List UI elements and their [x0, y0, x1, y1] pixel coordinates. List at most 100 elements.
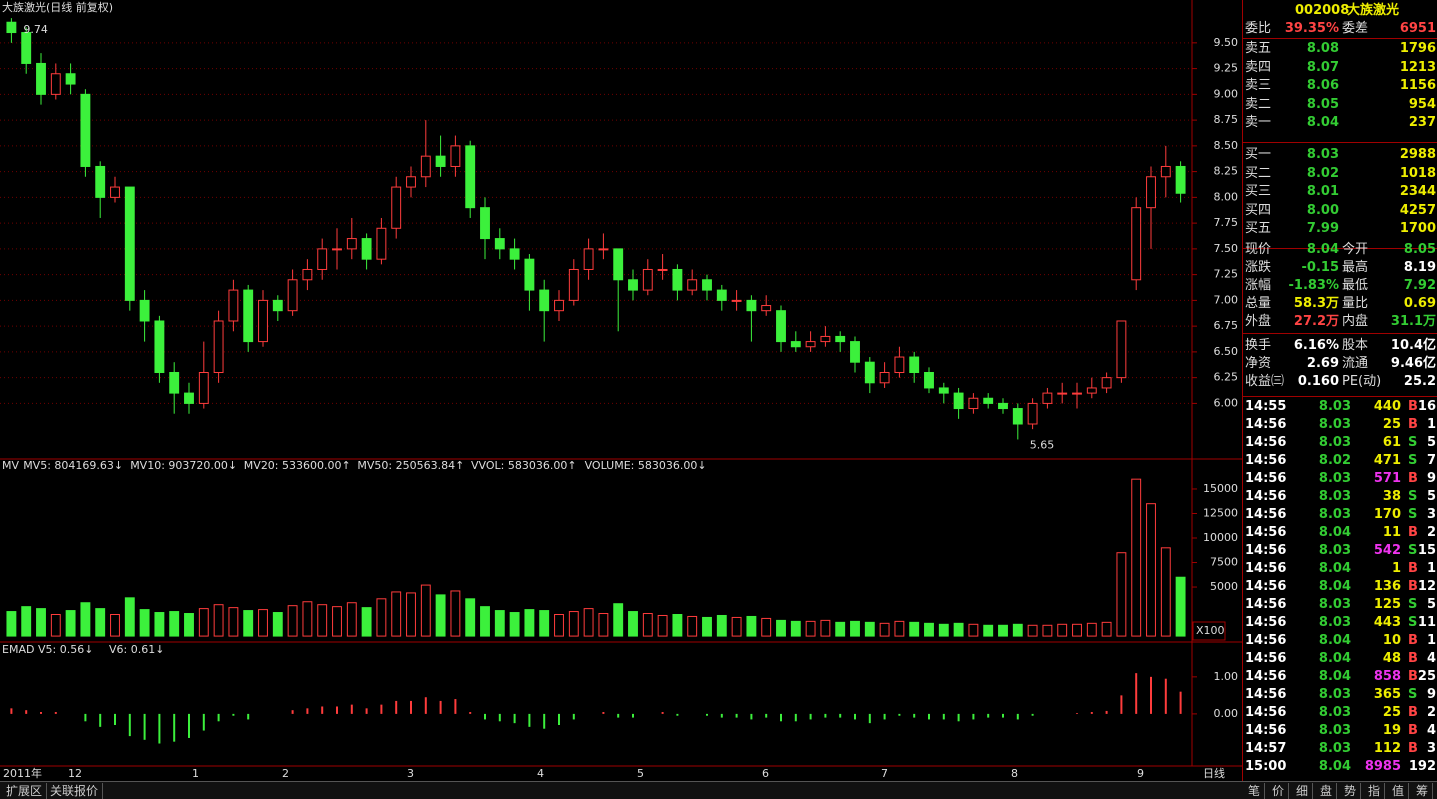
volume-bar — [184, 613, 194, 637]
period-label: 日线 — [1203, 766, 1225, 780]
candle-body — [450, 145, 461, 167]
quote-cell: 1700 — [1399, 221, 1436, 236]
y-tick-label: 8.50 — [1214, 139, 1239, 152]
candle-body — [154, 320, 165, 373]
quote-cell: 1796 — [1399, 41, 1436, 56]
y-tick-label: 9.50 — [1214, 36, 1239, 49]
unit-box — [1192, 621, 1226, 641]
volume-bar — [302, 601, 313, 637]
tab[interactable]: 价 — [1268, 783, 1290, 799]
candle-body — [80, 93, 91, 167]
y-tick-label: 9.00 — [1214, 87, 1239, 100]
volume-unit: X100 — [1196, 624, 1225, 637]
quote-cell: 8.04 — [1318, 525, 1351, 540]
quote-cell: 14:56 — [1245, 615, 1287, 630]
legend-entry: V5: 0.56↓ — [38, 643, 93, 656]
quote-cell: 6.16% — [1293, 338, 1339, 353]
y-tick-label: 5000 — [1210, 580, 1238, 593]
quote-cell: 1 — [1426, 633, 1436, 648]
volume-bar — [746, 615, 757, 637]
quote-cell: 25 — [1382, 417, 1401, 432]
legend-entry: VVOL: 583036.00↑ — [471, 459, 577, 472]
quote-cell: 365 — [1373, 687, 1401, 702]
quote-cell: 股本 — [1342, 338, 1369, 353]
volume-bar — [938, 623, 949, 637]
tab[interactable]: 值 — [1388, 783, 1410, 799]
tab[interactable]: 筹 — [1412, 783, 1434, 799]
quote-cell: 8.04 — [1318, 759, 1351, 774]
candle-body — [554, 299, 564, 312]
candle-body — [628, 279, 638, 291]
y-tick-label: 6.50 — [1214, 345, 1239, 358]
tab[interactable]: 关联报价 — [46, 783, 104, 799]
volume-bar — [628, 611, 638, 637]
candle-body — [1057, 392, 1068, 395]
volume-bar — [1101, 621, 1112, 637]
quote-cell: 002008 — [1295, 3, 1350, 18]
quote-cell: 858 — [1373, 669, 1401, 684]
candle-body — [346, 238, 357, 250]
volume-bar — [124, 597, 135, 637]
candle-body — [657, 268, 668, 271]
low-marker: 5.65 — [1030, 438, 1055, 451]
quote-cell: 委差 — [1342, 21, 1369, 36]
quote-cell: 8.03 — [1318, 417, 1351, 432]
quote-cell: 14:56 — [1245, 687, 1287, 702]
volume-bar — [835, 621, 846, 637]
y-tick-label: 15000 — [1203, 482, 1238, 495]
quote-cell: 440 — [1373, 399, 1401, 414]
volume-bar — [1042, 624, 1053, 637]
quote-cell: S — [1408, 543, 1418, 558]
candle-body — [524, 258, 535, 291]
volume-bar — [346, 602, 357, 637]
quote-cell: 8.03 — [1318, 615, 1351, 630]
legend-entry: MV5: 804169.63↓ — [23, 459, 123, 472]
candle-body — [258, 299, 268, 343]
volume-bar — [420, 584, 431, 637]
candle-body — [110, 186, 120, 198]
y-tick-label: 9.25 — [1214, 62, 1239, 75]
quote-cell: 总量 — [1245, 296, 1272, 311]
quote-cell: 8.03 — [1318, 741, 1351, 756]
quote-cell: 4 — [1426, 651, 1436, 666]
tab[interactable]: 细 — [1292, 783, 1314, 799]
volume-bar — [228, 607, 239, 637]
quote-cell: 8.04 — [1306, 115, 1339, 130]
tab[interactable]: 扩展区 — [2, 783, 48, 799]
candle-body — [480, 207, 490, 240]
volume-bar — [790, 620, 801, 637]
quote-cell: S — [1408, 615, 1418, 630]
date-label: 7 — [881, 767, 888, 780]
candle-body — [376, 227, 387, 260]
quote-cell: 8.03 — [1318, 705, 1351, 720]
tab[interactable]: 笔 — [1244, 783, 1266, 799]
volume-bar — [332, 606, 342, 637]
volume-bar — [805, 620, 816, 637]
tab[interactable]: 盘 — [1316, 783, 1338, 799]
candle-body — [583, 248, 594, 270]
volume-bar — [1086, 622, 1097, 637]
quote-cell: 现价 — [1245, 242, 1272, 257]
volume-bar — [1160, 547, 1171, 637]
y-tick-label: 12500 — [1203, 506, 1238, 519]
quote-cell: 今开 — [1342, 242, 1369, 257]
date-label: 3 — [407, 767, 414, 780]
date-label: 1 — [192, 767, 199, 780]
quote-cell: 2 — [1426, 525, 1436, 540]
volume-bar — [169, 611, 180, 637]
quote-cell: 471 — [1373, 453, 1401, 468]
volume-bar — [1057, 623, 1068, 637]
quote-cell: 443 — [1373, 615, 1401, 630]
quote-cell: B — [1408, 633, 1418, 648]
candle-body — [198, 371, 209, 404]
quote-cell: 14:56 — [1245, 597, 1287, 612]
quote-cell: 10.4亿 — [1390, 338, 1436, 353]
volume-bar — [776, 619, 786, 637]
background — [0, 0, 1242, 781]
quote-cell: B — [1408, 651, 1418, 666]
tab[interactable]: 势 — [1340, 783, 1362, 799]
y-tick-label: 1.00 — [1214, 670, 1239, 683]
volume-bar — [213, 604, 224, 637]
tab[interactable]: 指 — [1364, 783, 1386, 799]
volume-bar — [924, 622, 934, 637]
